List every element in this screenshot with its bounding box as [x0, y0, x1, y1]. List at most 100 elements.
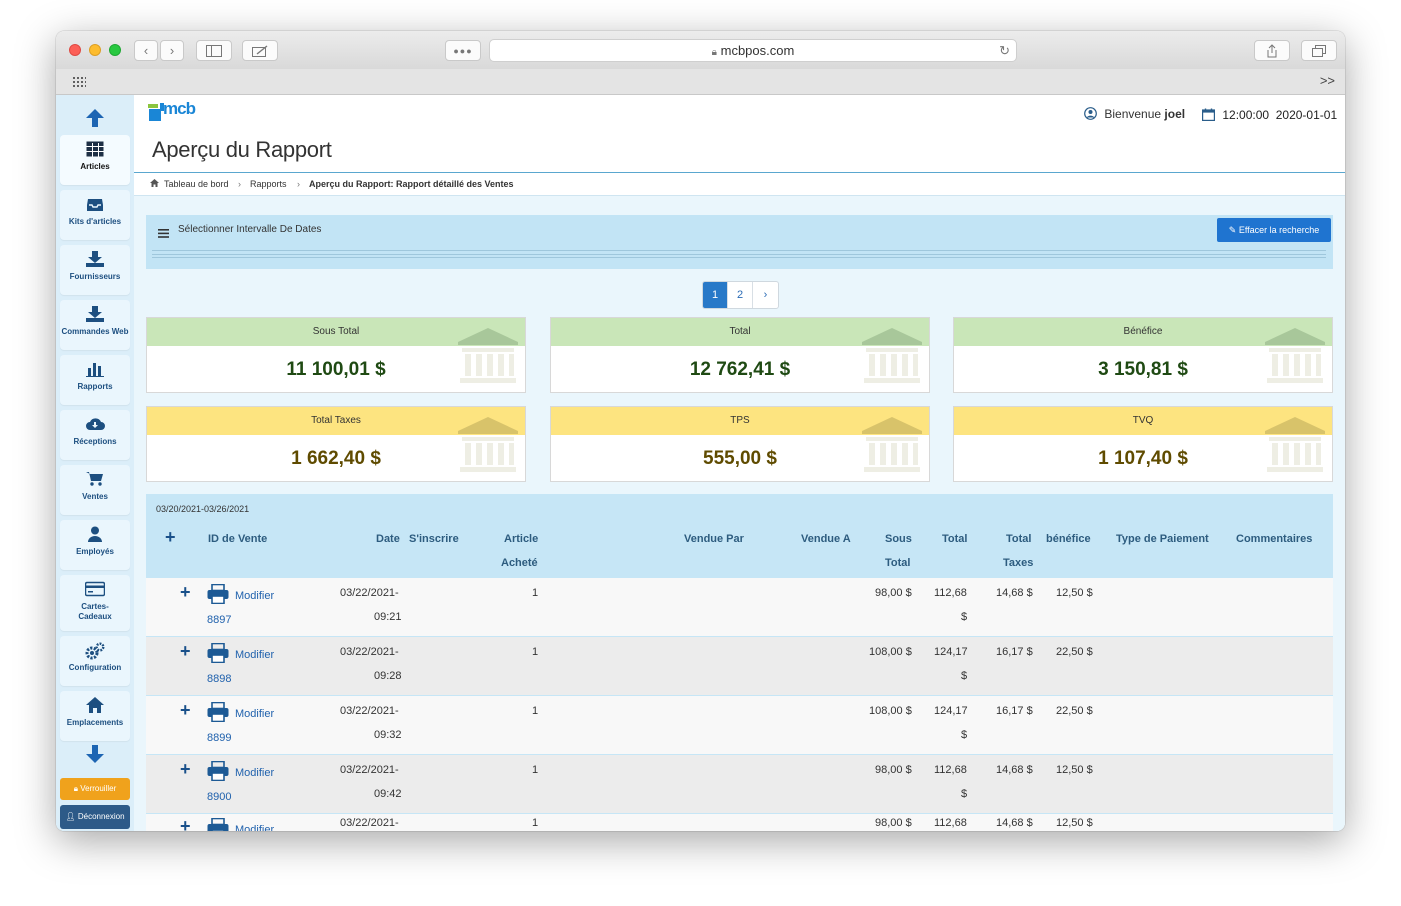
expand-row-icon[interactable]: + — [180, 641, 191, 661]
sale-id-link[interactable]: 8899 — [207, 732, 232, 744]
expand-row-icon[interactable]: + — [180, 816, 191, 831]
sidebar-item-label: Fournisseurs — [69, 272, 121, 281]
sale-time: 09:32 — [374, 729, 402, 741]
close-window-button[interactable] — [69, 44, 81, 56]
subtotal: 108,00 $ — [869, 646, 912, 658]
page-button[interactable]: 2 — [728, 282, 753, 308]
column-header-taxes-1[interactable]: Total — [1006, 533, 1032, 545]
sidebar-item-configuration[interactable]: Configuration — [60, 636, 130, 686]
printer-icon[interactable] — [207, 817, 229, 831]
share-button[interactable] — [1254, 40, 1290, 61]
table-row[interactable]: + Modifier 8898 03/22/2021- 09:28 1 108,… — [146, 637, 1333, 695]
summary-card-total-taxes: Total Taxes 1 662,40 $ — [146, 406, 526, 482]
table-row[interactable]: + Modifier 8897 03/22/2021- 09:21 1 98,0… — [146, 578, 1333, 636]
printer-icon[interactable] — [207, 760, 229, 786]
column-header-taxes-2[interactable]: Taxes — [1003, 557, 1034, 569]
sale-date: 03/22/2021- — [340, 646, 399, 658]
column-header-items-1[interactable]: Article — [504, 533, 539, 545]
sale-id-link[interactable]: 8897 — [207, 614, 232, 626]
mcb-logo[interactable]: mcb — [148, 99, 200, 123]
table-row[interactable]: + Modifier 8900 03/22/2021- 09:42 1 98,0… — [146, 755, 1333, 813]
tabs-overview-button[interactable]: ●●● — [445, 40, 481, 61]
column-header-id[interactable]: ID de Vente — [208, 533, 268, 545]
column-header-subtotal-2[interactable]: Total — [885, 557, 911, 569]
column-header-register[interactable]: S'inscrire — [409, 533, 459, 545]
column-header-subtotal-1[interactable]: Sous — [885, 533, 912, 545]
expand-row-icon[interactable]: + — [180, 700, 191, 720]
arrow-up-icon[interactable] — [80, 107, 110, 131]
sidebar-toggle-button[interactable] — [196, 40, 232, 61]
clear-search-button[interactable]: ✎ Effacer la recherche — [1217, 218, 1331, 242]
subtotal: 98,00 $ — [875, 764, 912, 776]
page-content: Articles Kits d'articles Fournisseurs Co… — [56, 95, 1345, 831]
credit-card-icon — [84, 581, 106, 599]
logout-button[interactable]: 👤︎ Déconnexion — [60, 805, 130, 829]
breadcrumb-dashboard[interactable]: Tableau de bord — [164, 179, 229, 189]
reload-icon[interactable]: ↻ — [999, 43, 1010, 58]
sidebar-item-reports[interactable]: Rapports — [60, 355, 130, 405]
sale-date: 03/22/2021- — [340, 705, 399, 717]
edit-link[interactable]: Modifier — [235, 824, 275, 831]
column-header-comments[interactable]: Commentaires — [1236, 533, 1313, 545]
edit-link[interactable]: Modifier — [235, 590, 275, 602]
sidebar-item-label: Ventes — [82, 492, 108, 501]
expand-row-icon[interactable]: + — [180, 582, 191, 602]
clear-search-label: Effacer la recherche — [1238, 225, 1320, 235]
sidebar-item-articles[interactable]: Articles — [60, 135, 130, 185]
sale-id-link[interactable]: 8900 — [207, 791, 232, 803]
address-bar[interactable]: 🔒︎ mcbpos.com ↻ — [489, 39, 1017, 62]
expand-row-icon[interactable]: + — [180, 759, 191, 779]
profit: 22,50 $ — [1056, 646, 1093, 658]
column-header-sold-to[interactable]: Vendue A — [801, 533, 851, 545]
sale-id-link[interactable]: 8898 — [207, 673, 232, 685]
items-count: 1 — [532, 817, 539, 829]
welcome-prefix: Bienvenue — [1104, 107, 1162, 121]
bank-icon — [1265, 328, 1325, 383]
breadcrumb-current: Aperçu du Rapport: Rapport détaillé des … — [309, 179, 514, 189]
zoom-window-button[interactable] — [109, 44, 121, 56]
sidebar-item-kits[interactable]: Kits d'articles — [60, 190, 130, 240]
arrow-down-icon[interactable] — [80, 743, 110, 767]
card-value: 11 100,01 $ — [286, 359, 386, 380]
column-header-items-2[interactable]: Acheté — [501, 557, 538, 569]
sidebar-item-web-orders[interactable]: Commandes Web — [60, 300, 130, 350]
sidebar-item-sales[interactable]: Ventes — [60, 465, 130, 515]
expand-all-icon[interactable]: + — [165, 527, 176, 547]
card-value: 1 107,40 $ — [1098, 448, 1188, 469]
chevron-left-icon: ‹ — [143, 43, 149, 58]
table-row[interactable]: + Modifier 8899 03/22/2021- 09:32 1 108,… — [146, 696, 1333, 754]
new-tab-button[interactable] — [1301, 40, 1337, 61]
breadcrumb-reports[interactable]: Rapports — [250, 179, 287, 189]
minimize-window-button[interactable] — [89, 44, 101, 56]
lock-button[interactable]: 🔒︎ Verrouiller — [60, 778, 130, 800]
printer-icon[interactable] — [207, 583, 229, 609]
share-sheet-button[interactable] — [242, 40, 278, 61]
share-icon — [1267, 44, 1277, 58]
column-header-payment[interactable]: Type de Paiement — [1116, 533, 1209, 545]
edit-link[interactable]: Modifier — [235, 649, 275, 661]
card-value: 3 150,81 $ — [1098, 359, 1188, 380]
column-header-profit[interactable]: bénéfice — [1046, 533, 1091, 545]
column-header-date[interactable]: Date — [376, 533, 400, 545]
sidebar-item-gift-cards[interactable]: Cartes-Cadeaux — [60, 575, 130, 631]
back-button[interactable]: ‹ — [134, 40, 158, 61]
page-button[interactable]: 1 — [703, 282, 728, 308]
column-header-total[interactable]: Total — [942, 533, 968, 545]
grid-icon[interactable] — [72, 76, 86, 88]
sidebar-item-receptions[interactable]: Réceptions — [60, 410, 130, 460]
forward-button[interactable]: › — [160, 40, 184, 61]
sidebar-item-label: Configuration — [68, 663, 122, 672]
edit-link[interactable]: Modifier — [235, 767, 275, 779]
sidebar-item-employees[interactable]: Employés — [60, 520, 130, 570]
menu-icon[interactable] — [158, 225, 169, 243]
sidebar-item-locations[interactable]: Emplacements — [60, 691, 130, 741]
next-page-button[interactable]: › — [763, 289, 768, 301]
edit-link[interactable]: Modifier — [235, 708, 275, 720]
overflow-icon[interactable]: >> — [1319, 73, 1335, 88]
printer-icon[interactable] — [207, 701, 229, 727]
profit: 12,50 $ — [1056, 817, 1093, 829]
printer-icon[interactable] — [207, 642, 229, 668]
column-header-sold-by[interactable]: Vendue Par — [684, 533, 744, 545]
table-row[interactable]: + Modifier 03/22/2021- 1 98,00 $ 112,68 … — [146, 814, 1333, 831]
sidebar-item-suppliers[interactable]: Fournisseurs — [60, 245, 130, 295]
